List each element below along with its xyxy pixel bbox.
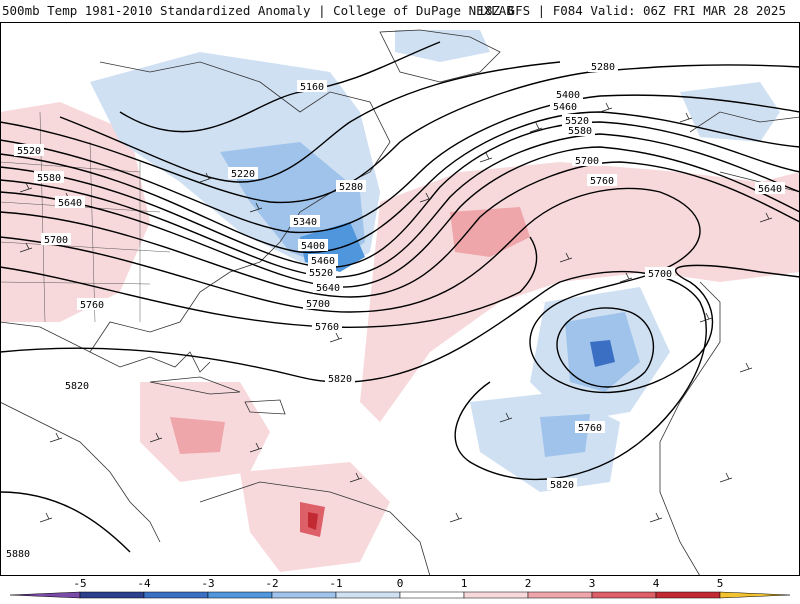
contour-label-5340: 5340 — [293, 217, 317, 228]
warm-anomaly-core-4 — [308, 512, 318, 530]
contour-5580 — [0, 146, 800, 288]
colorbar-swatch — [271, 591, 337, 599]
colorbar-swatch — [335, 591, 401, 599]
contour-label-5400: 5400 — [556, 90, 580, 101]
contour-label-5520: 5520 — [17, 146, 41, 157]
greenland-coast — [379, 29, 501, 83]
colorbar-tick-label: 2 — [525, 577, 532, 590]
contour-label-5700: 5700 — [575, 156, 599, 167]
contour-label-5700: 5700 — [306, 299, 330, 310]
cold-anomaly-europe — [680, 82, 780, 142]
contour-label-5640: 5640 — [758, 184, 782, 195]
colorbar-tick-label: 4 — [653, 577, 660, 590]
colorbar-swatch — [79, 591, 145, 599]
contour-label-5760: 5760 — [578, 423, 602, 434]
wind-barb — [39, 212, 773, 523]
colorbar-tick-label: -4 — [137, 577, 151, 590]
colorbar-tick-label: -3 — [201, 577, 214, 590]
contour-label-5820: 5820 — [65, 381, 89, 392]
warm-anomaly-core-1 — [450, 207, 530, 257]
contour-5880 — [0, 491, 131, 553]
colorbar: -5 -4 -3 -2 -1 0 1 2 3 4 5 — [0, 576, 800, 600]
contour-5760 — [0, 236, 538, 329]
south-america-coast — [199, 481, 431, 576]
contour-label-5820: 5820 — [550, 480, 574, 491]
contour-label-5700: 5700 — [44, 235, 68, 246]
contour-5220 — [59, 61, 561, 183]
contour-label-5640: 5640 — [316, 283, 340, 294]
colorbar-tick-label: 5 — [717, 577, 724, 590]
colorbar-swatches — [9, 591, 791, 599]
product-title: 500mb Temp 1981-2010 Standardized Anomal… — [2, 3, 514, 18]
contour-5700 — [0, 187, 800, 394]
geography-outlines — [0, 29, 800, 576]
colorbar-swatch — [655, 591, 721, 599]
wind-barb — [419, 102, 693, 203]
contour-5460 — [0, 121, 800, 268]
contour-label-5460: 5460 — [553, 102, 577, 113]
contour-label-5520: 5520 — [565, 116, 589, 127]
colorbar-swatch — [399, 591, 465, 599]
contour-5760-cutoff — [556, 307, 655, 388]
contour-label-5760: 5760 — [590, 176, 614, 187]
contour-label-5400: 5400 — [301, 241, 325, 252]
hispaniola — [244, 399, 286, 415]
contour-label-5520: 5520 — [309, 268, 333, 279]
colorbar-max-triangle — [719, 591, 791, 599]
colorbar-tick-label: 0 — [397, 577, 404, 590]
colorbar-tick-labels: -5 -4 -3 -2 -1 0 1 2 3 4 5 — [73, 577, 723, 590]
contour-label-5280: 5280 — [339, 182, 363, 193]
height-contours — [0, 41, 800, 553]
contour-5280 — [0, 64, 800, 204]
contour-5820 — [0, 270, 707, 481]
contour-label-5220: 5220 — [231, 169, 255, 180]
title-bar: 500mb Temp 1981-2010 Standardized Anomal… — [0, 0, 800, 22]
cold-anomaly-southeast-core — [540, 414, 590, 457]
contour-label-5160: 5160 — [300, 82, 324, 93]
colorbar-tick-label: -2 — [265, 577, 278, 590]
warm-anomaly-core-2 — [170, 417, 225, 454]
contour-label-5760: 5760 — [80, 300, 104, 311]
model-run-info: 18Z GFS | F084 Valid: 06Z FRI MAR 28 202… — [477, 3, 786, 18]
contour-label-5760: 5760 — [315, 322, 339, 333]
contour-5400 — [0, 111, 800, 253]
colorbar-tick-label: 3 — [589, 577, 596, 590]
colorbar-min-triangle — [9, 591, 81, 599]
colorbar-tick-label: -1 — [329, 577, 342, 590]
florida-gulf-coast — [89, 351, 211, 373]
anomaly-shading — [0, 30, 800, 572]
cuba — [149, 376, 241, 395]
wind-barb — [149, 432, 663, 523]
wind-barb — [499, 252, 753, 423]
contour-5520 — [0, 133, 800, 278]
africa-coast — [659, 281, 721, 576]
contour-label-5880: 5880 — [6, 549, 30, 560]
colorbar-tick-label: -5 — [73, 577, 86, 590]
map-panel: 5160 5220 5280 5280 5340 5400 5400 5460 … — [0, 22, 800, 576]
warm-anomaly-west — [0, 102, 150, 322]
contour-label-5700: 5700 — [648, 269, 672, 280]
contour-label-5640: 5640 — [58, 198, 82, 209]
mexico-central-america-coast — [0, 401, 161, 543]
north-america-coast — [0, 61, 391, 353]
contour-5640 — [0, 161, 800, 298]
colorbar-swatch — [463, 591, 529, 599]
contour-5160 — [119, 41, 441, 133]
cold-anomaly-cutoff-center — [590, 340, 615, 367]
colorbar-swatch — [591, 591, 657, 599]
colorbar-tick-label: 1 — [461, 577, 468, 590]
colorbar-swatch — [207, 591, 273, 599]
contour-labels: 5160 5220 5280 5280 5340 5400 5400 5460 … — [3, 60, 785, 560]
cold-anomaly-greenland — [395, 30, 490, 62]
contour-label-5580: 5580 — [37, 173, 61, 184]
colorbar-swatch — [143, 591, 209, 599]
contour-label-5580: 5580 — [568, 126, 592, 137]
contour-label-5460: 5460 — [311, 256, 335, 267]
contour-label-5280: 5280 — [591, 62, 615, 73]
contour-5340 — [0, 94, 800, 234]
colorbar-swatch — [527, 591, 593, 599]
contour-label-5820: 5820 — [328, 374, 352, 385]
